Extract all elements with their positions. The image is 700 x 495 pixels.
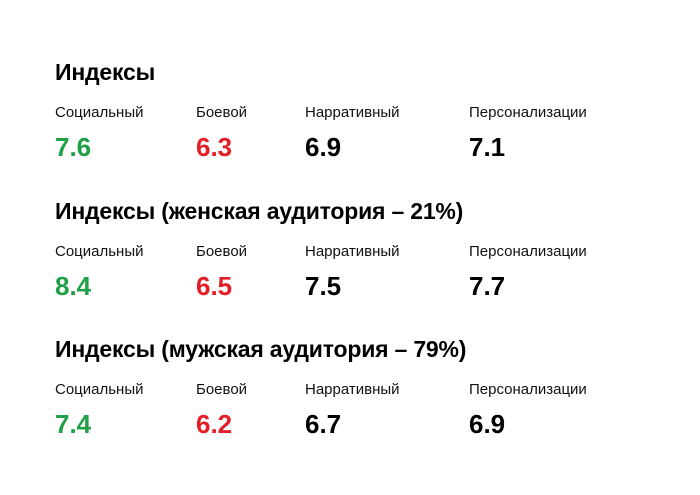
metric-label: Социальный [55, 381, 144, 398]
section-title: Индексы [55, 59, 156, 85]
metric-label: Нарративный [305, 243, 400, 260]
metric-label: Персонализации [469, 381, 587, 398]
metric-label: Боевой [196, 381, 248, 398]
metric-value: 7.5 [305, 271, 342, 301]
metric-value: 8.4 [55, 271, 92, 301]
indices-section-female: Индексы (женская аудитория – 21%) Социал… [55, 197, 675, 305]
indices-section-male: Индексы (мужская аудитория – 79%) Социал… [55, 335, 675, 443]
metric-value: 7.7 [469, 271, 506, 301]
metric-value: 6.9 [305, 132, 342, 162]
section-title: Индексы (мужская аудитория – 79%) [55, 336, 467, 362]
metrics-row: Социальный 8.4 Боевой 6.5 Нарративный 7.… [55, 225, 675, 305]
metric-value: 7.1 [469, 132, 506, 162]
metric-label: Социальный [55, 243, 144, 260]
metric-value: 7.4 [55, 409, 92, 439]
metrics-row: Социальный 7.6 Боевой 6.3 Нарративный 6.… [55, 86, 675, 166]
metric-label: Социальный [55, 104, 144, 121]
metric-value: 6.9 [469, 409, 506, 439]
metric-label: Боевой [196, 104, 248, 121]
metric-value: 6.2 [196, 409, 233, 439]
metric-label: Нарративный [305, 381, 400, 398]
metric-label: Нарративный [305, 104, 400, 121]
metric-label: Персонализации [469, 104, 587, 121]
indices-section-overall: Индексы Социальный 7.6 Боевой 6.3 Наррат… [55, 58, 675, 166]
metric-value: 6.5 [196, 271, 233, 301]
metric-value: 6.7 [305, 409, 342, 439]
metric-label: Боевой [196, 243, 248, 260]
metric-label: Персонализации [469, 243, 587, 260]
metric-value: 7.6 [55, 132, 92, 162]
metric-value: 6.3 [196, 132, 233, 162]
metrics-row: Социальный 7.4 Боевой 6.2 Нарративный 6.… [55, 363, 675, 443]
section-title: Индексы (женская аудитория – 21%) [55, 198, 464, 224]
